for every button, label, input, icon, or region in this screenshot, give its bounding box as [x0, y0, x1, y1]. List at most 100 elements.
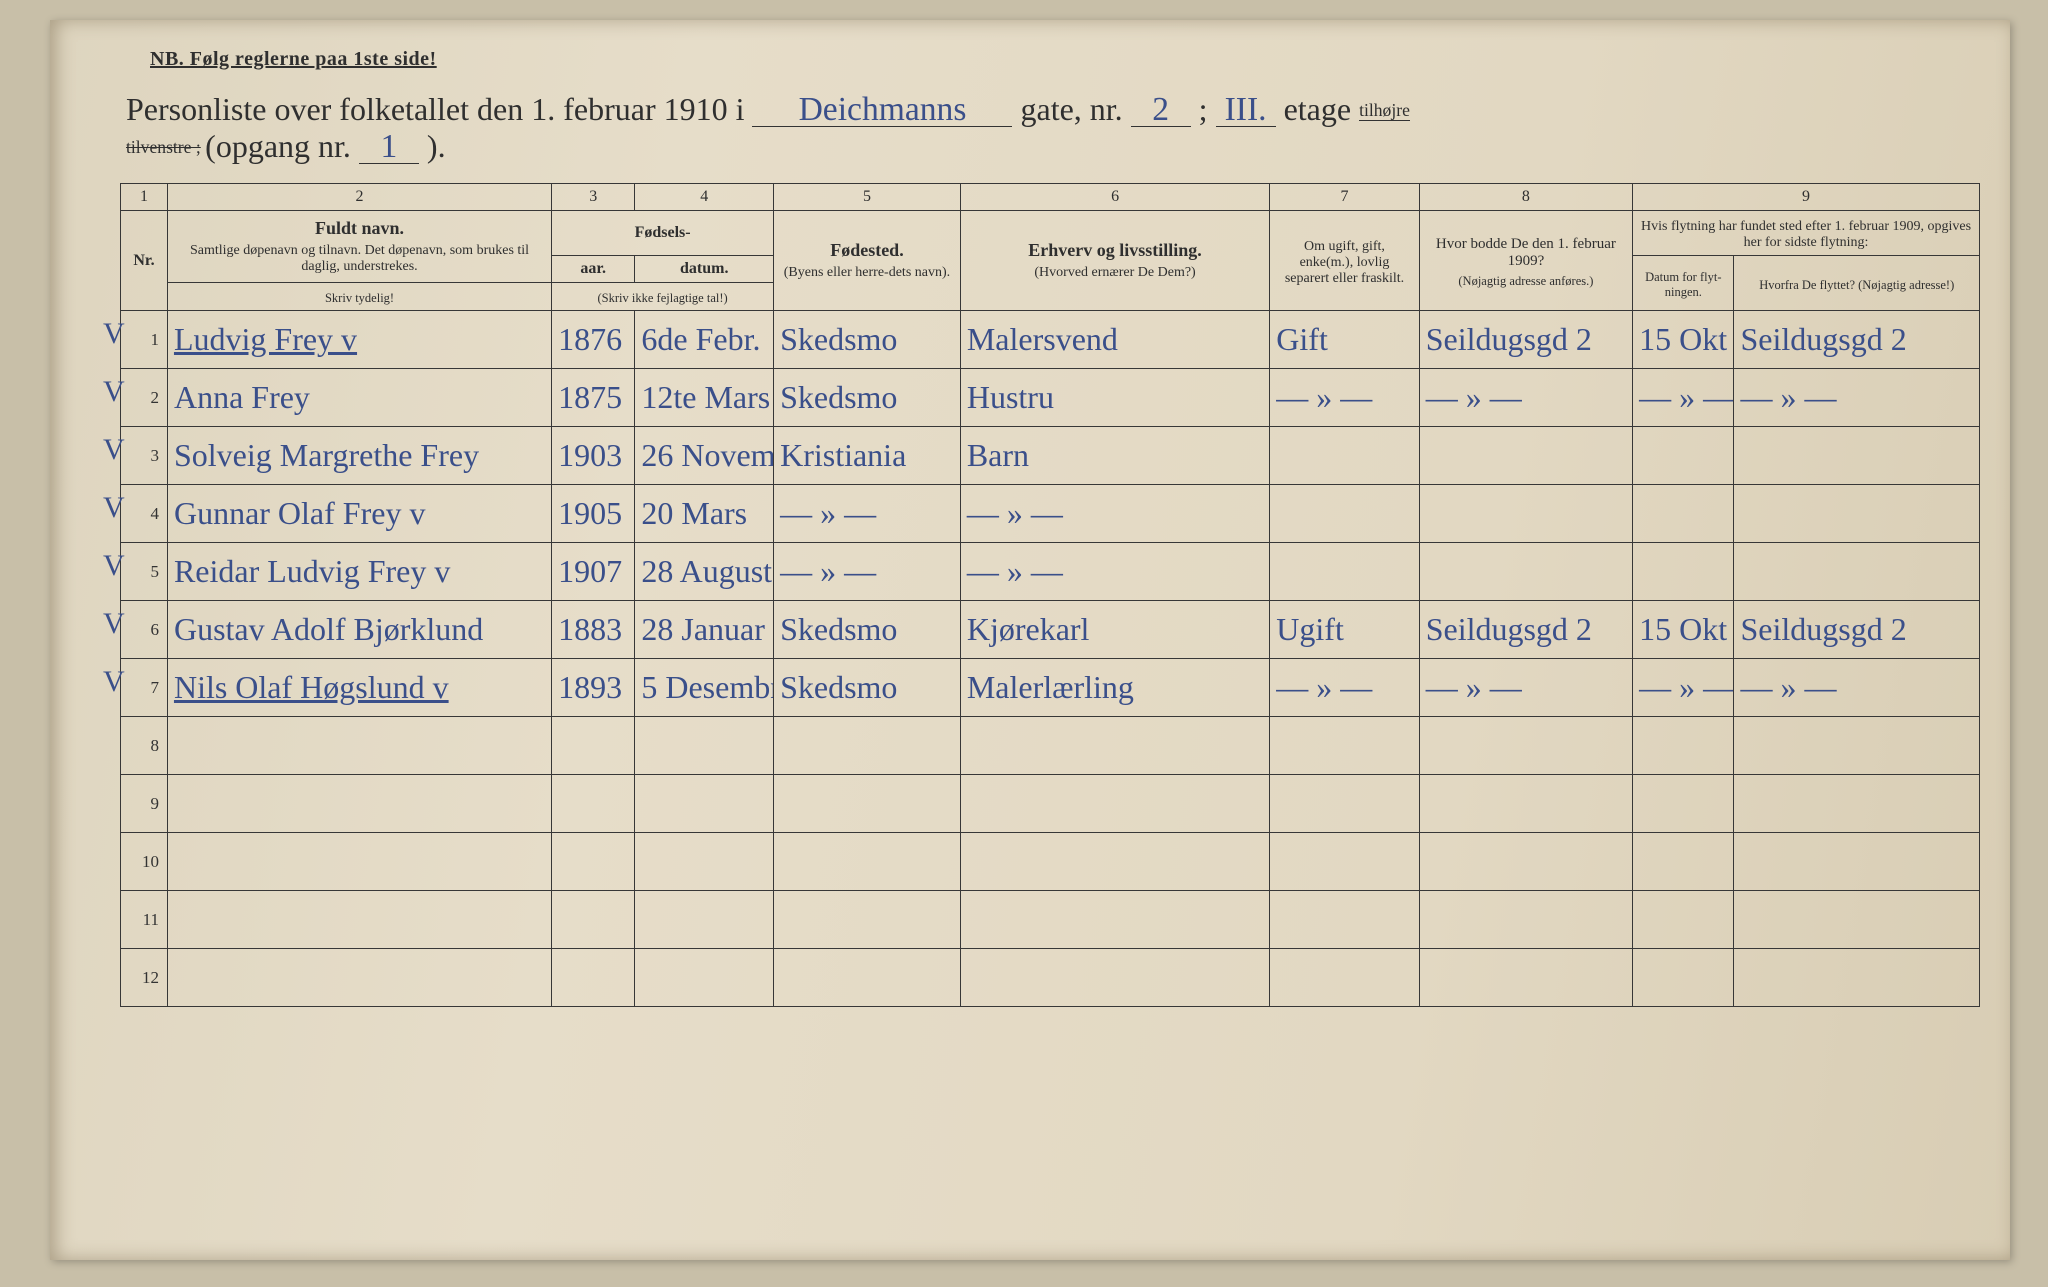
cell-status	[1270, 485, 1419, 543]
cell-place: Skedsmo	[774, 311, 961, 369]
cell-place	[774, 891, 961, 949]
row-number: 10	[121, 833, 168, 891]
cell-place: Kristiania	[774, 427, 961, 485]
cell-name: Nils Olaf Høgslund v	[167, 659, 551, 717]
cell-date	[635, 717, 774, 775]
cell-status	[1270, 949, 1419, 1007]
cell-status: Ugift	[1270, 601, 1419, 659]
cell-addr-1909	[1419, 775, 1632, 833]
cell-addr-1909: — » —	[1419, 369, 1632, 427]
cell-occupation: Hustru	[960, 369, 1269, 427]
cell-name: Anna Frey	[167, 369, 551, 427]
row-number: 9	[121, 775, 168, 833]
cell-place: Skedsmo	[774, 601, 961, 659]
cell-addr-1909	[1419, 543, 1632, 601]
hdr-name: Fuldt navn. Samtlige døpenavn og tilnavn…	[167, 211, 551, 283]
cell-date: 28 Januar	[635, 601, 774, 659]
row-number: V2	[121, 369, 168, 427]
hdr-flytdate: Datum for flyt-ningen.	[1633, 256, 1734, 311]
cell-addr-1909	[1419, 891, 1632, 949]
cell-date: 26 Novembr	[635, 427, 774, 485]
opgang-number: 1	[359, 131, 419, 164]
checkmark-icon: V	[103, 665, 125, 699]
cell-place: Skedsmo	[774, 659, 961, 717]
cell-addr-1909	[1419, 949, 1632, 1007]
header-row-1: Nr. Fuldt navn. Samtlige døpenavn og til…	[121, 211, 1980, 256]
cell-move-date	[1633, 949, 1734, 1007]
table-row: 9	[121, 775, 1980, 833]
table-row: 11	[121, 891, 1980, 949]
cell-addr-1909: Seildugsgd 2	[1419, 311, 1632, 369]
cell-year	[552, 891, 635, 949]
title-prefix: Personliste over folketallet den 1. febr…	[126, 91, 744, 127]
colnum: 1	[121, 184, 168, 211]
cell-occupation	[960, 949, 1269, 1007]
hdr-flyt-intro: Hvis flytning har fundet sted efter 1. f…	[1633, 211, 1980, 256]
cell-date: 20 Mars	[635, 485, 774, 543]
cell-from-where	[1734, 717, 1980, 775]
cell-from-where	[1734, 833, 1980, 891]
cell-name	[167, 833, 551, 891]
row-number: 12	[121, 949, 168, 1007]
street-name: Deichmanns	[752, 94, 1012, 127]
hdr-status: Om ugift, gift, enke(m.), lovlig separer…	[1270, 211, 1419, 311]
cell-addr-1909: — » —	[1419, 659, 1632, 717]
cell-date: 6de Febr.	[635, 311, 774, 369]
row-number: V5	[121, 543, 168, 601]
hdr-fodsels: Fødsels-	[552, 211, 774, 256]
cell-date: 12te Mars	[635, 369, 774, 427]
table-row: V2Anna Frey187512te MarsSkedsmoHustru— »…	[121, 369, 1980, 427]
row-number: 11	[121, 891, 168, 949]
cell-year	[552, 775, 635, 833]
cell-status	[1270, 543, 1419, 601]
cell-from-where	[1734, 891, 1980, 949]
cell-from-where	[1734, 949, 1980, 1007]
hdr-fodested: Fødested. (Byens eller herre-dets navn).	[774, 211, 961, 311]
column-number-row: 1 2 3 4 5 6 7 8 9	[121, 184, 1980, 211]
checkmark-icon: V	[103, 607, 125, 641]
cell-addr-1909	[1419, 717, 1632, 775]
hdr-name-tiny: Skriv tydelig!	[167, 283, 551, 311]
cell-place: — » —	[774, 543, 961, 601]
colnum: 7	[1270, 184, 1419, 211]
cell-year: 1883	[552, 601, 635, 659]
colnum: 4	[635, 184, 774, 211]
cell-name: Ludvig Frey v	[167, 311, 551, 369]
table-row: V1Ludvig Frey v18766de Febr.SkedsmoMaler…	[121, 311, 1980, 369]
hdr-aar: aar.	[552, 256, 635, 283]
cell-place	[774, 775, 961, 833]
hdr-addr1909: Hvor bodde De den 1. februar 1909? (Nøja…	[1419, 211, 1632, 311]
table-row: 10	[121, 833, 1980, 891]
cell-year: 1875	[552, 369, 635, 427]
cell-status	[1270, 717, 1419, 775]
cell-from-where	[1734, 485, 1980, 543]
cell-occupation	[960, 775, 1269, 833]
table-head: 1 2 3 4 5 6 7 8 9 Nr. Fuldt navn. Samtli…	[121, 184, 1980, 311]
table-row: V7Nils Olaf Høgslund v18935 DesembrSkeds…	[121, 659, 1980, 717]
table-row: 8	[121, 717, 1980, 775]
table-row: V3Solveig Margrethe Frey190326 NovembrKr…	[121, 427, 1980, 485]
cell-move-date: 15 Okt	[1633, 311, 1734, 369]
row-number: V6	[121, 601, 168, 659]
row-number: 8	[121, 717, 168, 775]
cell-year: 1893	[552, 659, 635, 717]
checkmark-icon: V	[103, 433, 125, 467]
cell-occupation: — » —	[960, 485, 1269, 543]
cell-addr-1909	[1419, 427, 1632, 485]
row-number: V3	[121, 427, 168, 485]
cell-date	[635, 891, 774, 949]
checkmark-icon: V	[103, 317, 125, 351]
cell-from-where: — » —	[1734, 369, 1980, 427]
colnum: 8	[1419, 184, 1632, 211]
cell-place	[774, 833, 961, 891]
table-row: V4Gunnar Olaf Frey v190520 Mars— » —— » …	[121, 485, 1980, 543]
cell-addr-1909	[1419, 485, 1632, 543]
cell-name	[167, 891, 551, 949]
cell-status	[1270, 891, 1419, 949]
cell-occupation	[960, 891, 1269, 949]
checkmark-icon: V	[103, 375, 125, 409]
cell-occupation: Malerlærling	[960, 659, 1269, 717]
cell-from-where: Seildugsgd 2	[1734, 601, 1980, 659]
cell-move-date	[1633, 543, 1734, 601]
cell-status	[1270, 775, 1419, 833]
